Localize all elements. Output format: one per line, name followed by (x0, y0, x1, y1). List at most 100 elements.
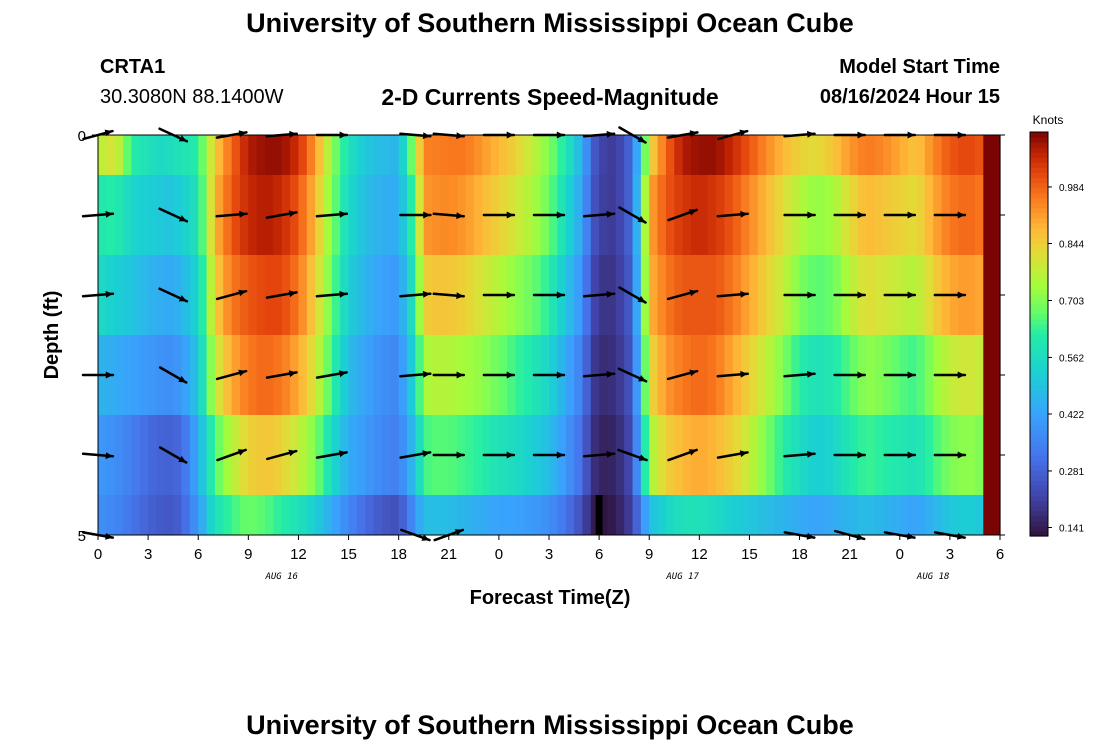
current-arrow (667, 448, 698, 462)
colorbar-segment (1030, 369, 1048, 375)
colorbar-segment (1030, 132, 1048, 138)
colorbar-unit: Knots (1033, 113, 1064, 127)
current-arrow (158, 366, 188, 384)
current-arrow-head (907, 291, 915, 299)
model-start-time: 08/16/2024 Hour 15 (819, 86, 1000, 108)
heatmap-cell (457, 135, 467, 175)
heatmap-cell (766, 415, 776, 495)
current-arrow-head (456, 212, 464, 220)
heatmap-cell (732, 135, 742, 175)
x-tick-label: 3 (946, 546, 954, 563)
current-arrow (667, 208, 698, 222)
colorbar-segment (1030, 248, 1048, 254)
current-arrow-head (289, 130, 297, 138)
heatmap-cell (816, 175, 826, 255)
heatmap-cell (824, 175, 834, 255)
heatmap-cell (206, 255, 216, 335)
heatmap-cell (924, 415, 934, 495)
heatmap-cell (557, 495, 567, 535)
heatmap-cell (699, 135, 709, 175)
colorbar-segment (1030, 243, 1048, 249)
heatmap-cell (114, 255, 124, 335)
current-arrow-head (422, 450, 431, 458)
heatmap-cell (315, 335, 325, 415)
heatmap-cell (214, 135, 224, 175)
heatmap-cell (707, 495, 717, 535)
heatmap-cell (381, 335, 391, 415)
heatmap-cell (189, 495, 199, 535)
current-arrow-head (422, 290, 431, 298)
current-arrow (833, 291, 866, 299)
colorbar-segment (1030, 399, 1048, 406)
heatmap-cell (265, 255, 274, 335)
heatmap-cell (515, 335, 525, 415)
colorbar-segment (1030, 475, 1048, 482)
heatmap-cell (148, 255, 158, 335)
colorbar-segment (1030, 525, 1048, 532)
heatmap-cell (724, 495, 734, 535)
current-arrow-head (421, 534, 430, 541)
heatmap-cell (365, 135, 375, 175)
heatmap-cell (298, 175, 308, 255)
current-arrow (716, 450, 749, 459)
heatmap-cell (791, 495, 801, 535)
heatmap-cell (315, 135, 325, 175)
heatmap-cell (198, 135, 208, 175)
heatmap-cell (164, 495, 174, 535)
current-arrow (532, 371, 566, 379)
heatmap-cell (757, 255, 767, 335)
heatmap-cell (665, 135, 675, 175)
heatmap-cell (799, 135, 809, 175)
current-arrow (215, 369, 248, 381)
current-arrow-head (637, 135, 646, 143)
current-arrow-head (506, 211, 514, 219)
heatmap-cell (465, 335, 475, 415)
x-tick-label: 0 (896, 546, 904, 563)
heatmap-cell (473, 495, 483, 535)
heatmap-cell (415, 135, 425, 175)
colorbar-segment (1030, 414, 1048, 421)
heatmap-cell (757, 335, 767, 415)
heatmap-cell (139, 495, 149, 535)
colorbar-segment (1030, 328, 1048, 335)
heatmap-cell (156, 415, 166, 495)
x-tick-label: 12 (691, 546, 708, 563)
heatmap-cell (123, 335, 133, 415)
colorbar-segment (1030, 172, 1048, 179)
colorbar-segment (1030, 379, 1048, 386)
current-arrow (617, 367, 648, 383)
current-arrow (266, 449, 298, 461)
heatmap-cell (365, 495, 375, 535)
heatmap-cell (256, 415, 266, 495)
heatmap-cell (874, 175, 884, 255)
current-arrow-head (689, 289, 698, 297)
heatmap-cell (98, 135, 107, 175)
colorbar-segment (1030, 233, 1048, 239)
heatmap-cell (139, 135, 149, 175)
colorbar-segment (1030, 187, 1048, 194)
heatmap-cell (465, 495, 475, 535)
current-arrow (158, 446, 188, 464)
heatmap-cell (749, 255, 759, 335)
colorbar-segment (1030, 308, 1048, 315)
heatmap-cell (482, 135, 492, 175)
heatmap-cell (139, 415, 149, 495)
heatmap-cell (899, 495, 909, 535)
heatmap-cell (716, 415, 725, 495)
heatmap-cell (983, 415, 993, 495)
heatmap-cell (239, 335, 249, 415)
heatmap-cell (448, 135, 458, 175)
colorbar-segment (1030, 440, 1048, 446)
colorbar-segment (1030, 339, 1048, 345)
heatmap-cell (674, 175, 684, 255)
heatmap-cell (665, 255, 675, 335)
current-arrow (833, 451, 866, 459)
heatmap-cell (657, 135, 667, 175)
heatmap-cell (440, 135, 450, 175)
chart-subtitle: 2-D Currents Speed-Magnitude (381, 84, 719, 110)
colorbar-tick-label: 0.703 (1059, 296, 1084, 307)
heatmap-cell (356, 495, 366, 535)
model-start-label: Model Start Time (839, 56, 1000, 78)
current-arrow (933, 371, 967, 379)
current-arrow-head (907, 211, 915, 219)
